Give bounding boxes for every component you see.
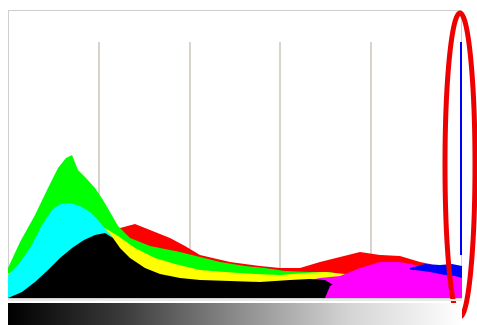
tonal-gradient-bar [8, 303, 462, 325]
histogram-luminance-channel [8, 233, 370, 298]
histogram-magenta-highlights [325, 268, 462, 298]
gradient-separator [8, 299, 462, 301]
